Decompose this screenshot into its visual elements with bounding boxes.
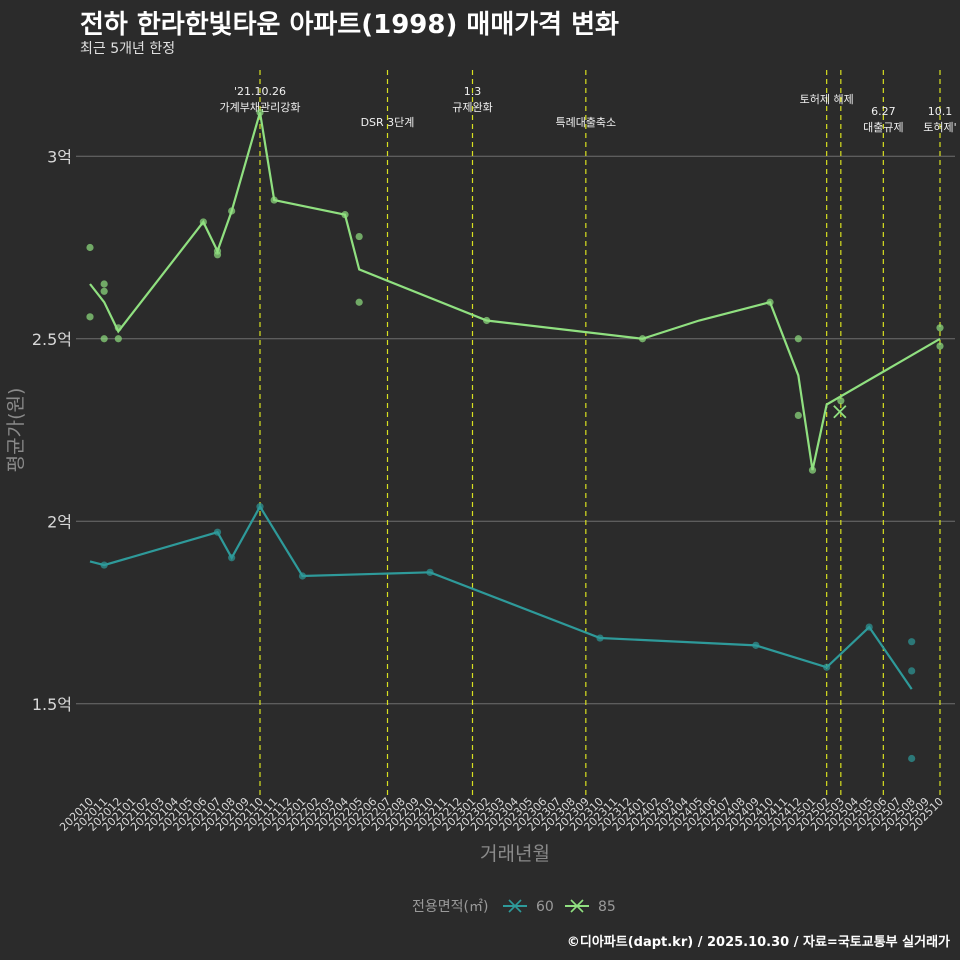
x-axis-ticks: 2020102020112020122021012021022021032021… [57, 795, 946, 834]
point-60-11 [908, 667, 916, 675]
x-axis-title: 거래년월 [480, 843, 550, 865]
point-85-19 [794, 335, 802, 343]
event-label-1-0: DSR 3단계 [361, 116, 415, 129]
point-60-10 [908, 638, 916, 646]
point-60-12 [908, 754, 916, 763]
chart-subtitle: 최근 5개년 한정 [80, 41, 176, 57]
event-label-2-0: 1.3 [464, 85, 482, 98]
point-85-20 [794, 411, 802, 419]
legend-title: 전용면적(㎡) [412, 899, 488, 915]
point-85-23 [936, 324, 944, 332]
event-label-0-1: 가계부채관리강화 [220, 101, 301, 114]
legend-label-60: 60 [536, 899, 554, 915]
chart-title: 전하 한라한빛타운 아파트(1998) 매매가격 변화 [80, 10, 619, 40]
series-line-60 [89, 504, 913, 690]
event-label-7-1: 토허제' [923, 121, 956, 134]
point-85-3 [100, 287, 108, 295]
y-axis-title: 평균가(원) [5, 388, 27, 473]
series-line-85 [89, 112, 941, 471]
legend-label-85: 85 [598, 899, 616, 915]
legend-marker-85 [570, 899, 584, 913]
event-label-7-0: 10.1 [928, 105, 953, 118]
point-85-15 [355, 298, 363, 306]
point-85-14 [355, 232, 363, 241]
point-85-0 [86, 243, 94, 252]
point-85-6 [114, 335, 122, 343]
y-tick-label-1: 2억 [47, 512, 72, 531]
event-label-6-1: 대출규제 [863, 121, 903, 134]
chart-caption: ©디아파트(dapt.kr) / 2025.10.30 / 자료=국토교통부 실… [566, 935, 950, 950]
point-85-22 [837, 397, 845, 405]
grid-lines [76, 155, 955, 705]
event-label-6-0: 6.27 [871, 105, 896, 118]
point-85-4 [100, 335, 108, 343]
event-label-3-0: 특례대출축소 [555, 116, 616, 129]
legend: 전용면적(㎡) 60 85 [412, 899, 616, 915]
series-layer [86, 108, 944, 763]
legend-marker-60 [508, 899, 522, 913]
y-axis-ticks: 1.5억 2억 2.5억 3억 [32, 147, 72, 714]
event-label-2-1: 규제완화 [452, 101, 492, 114]
y-tick-label-0: 1.5억 [32, 695, 72, 714]
point-85-2 [100, 280, 108, 288]
point-85-24 [936, 342, 944, 350]
point-85-1 [86, 313, 94, 321]
event-label-0-0: '21.10.26 [234, 85, 286, 98]
event-label-4-0: 토허제 해제 [800, 92, 854, 106]
cross-marker-85 [833, 405, 847, 419]
y-tick-label-3: 3억 [47, 147, 72, 166]
point-85-9 [213, 251, 222, 259]
y-tick-label-2: 2.5억 [32, 330, 72, 349]
